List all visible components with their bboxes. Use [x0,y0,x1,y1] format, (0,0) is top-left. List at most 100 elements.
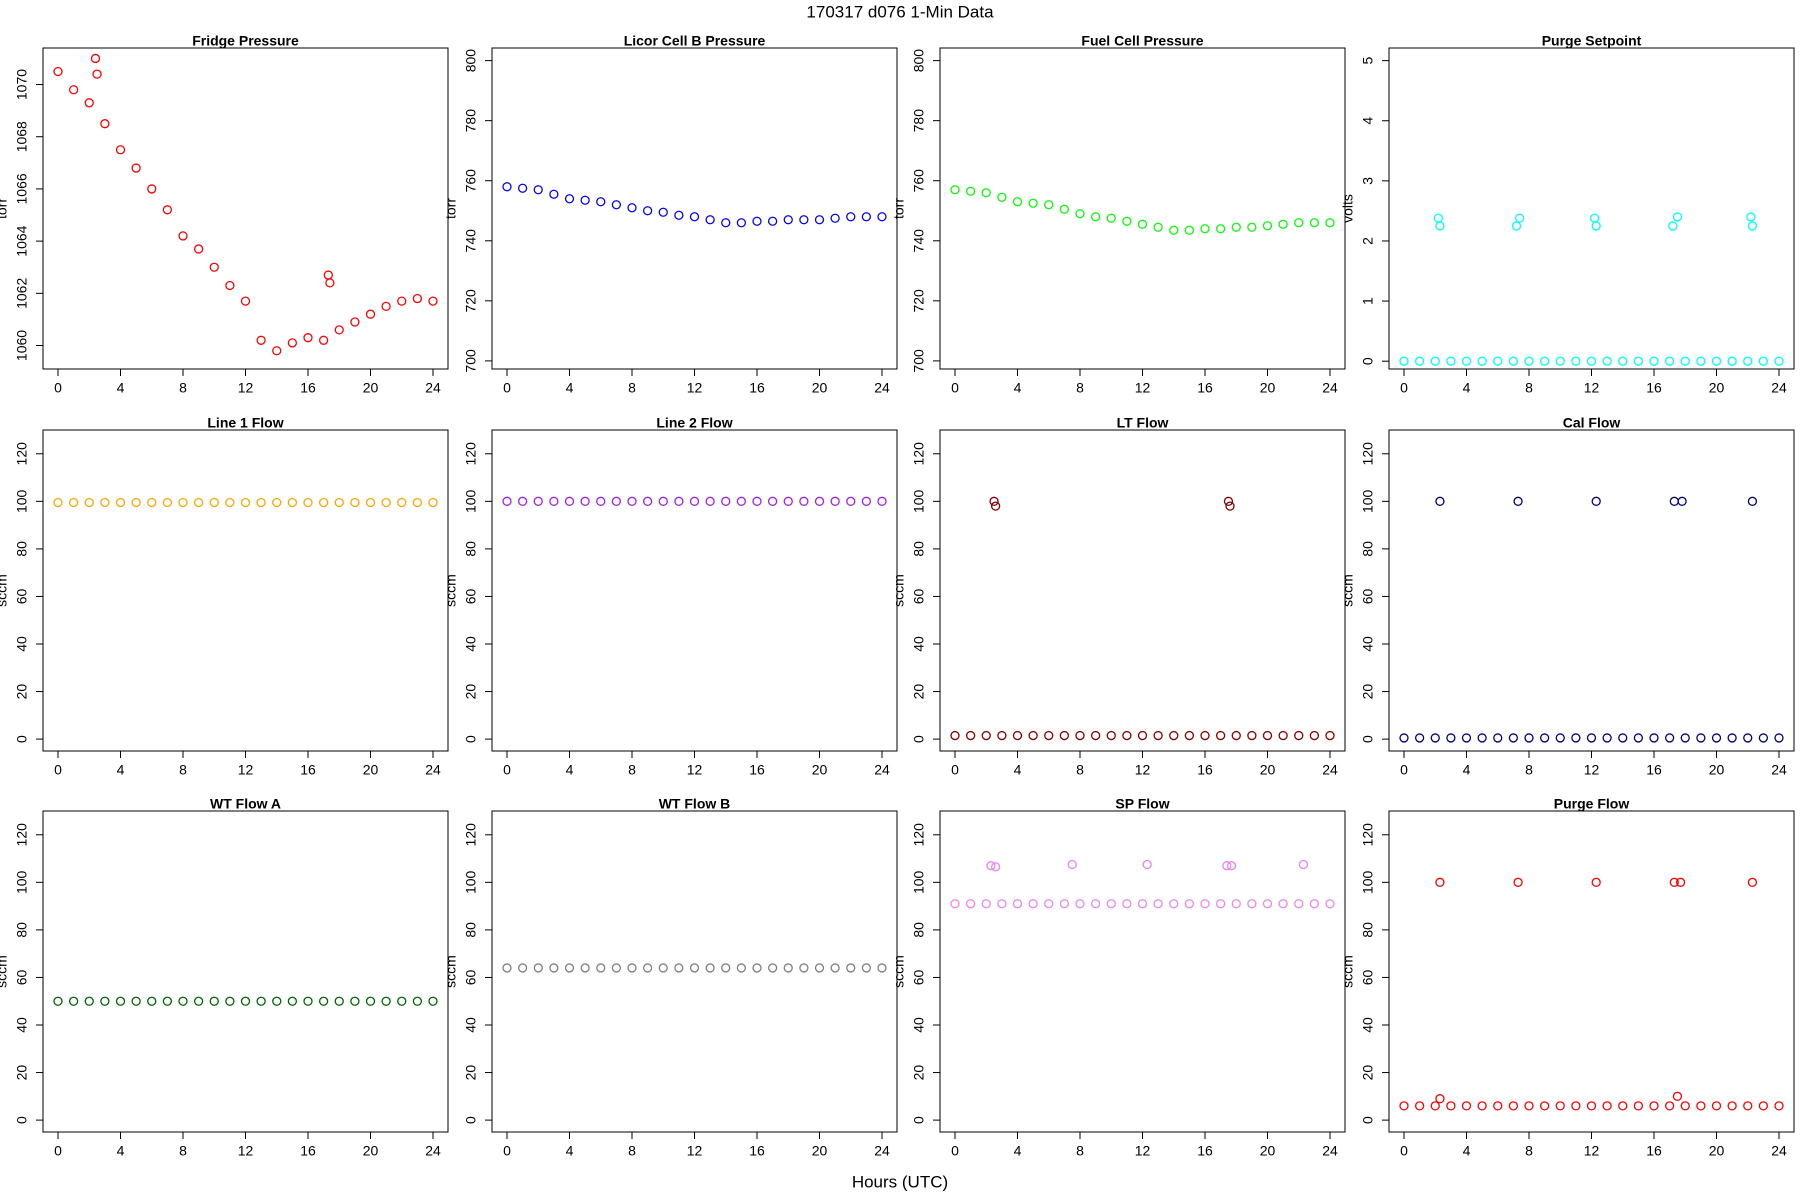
point [1309,899,1320,909]
point [1430,1101,1440,1111]
point [115,145,126,155]
point [350,317,360,327]
point [1711,733,1722,743]
point [1618,356,1628,366]
x-tick-label: 12 [1135,1143,1151,1159]
y-tick-label: 0 [1360,735,1376,743]
x-tick-label: 24 [874,1143,890,1159]
point [1446,1101,1456,1111]
x-tick-label: 12 [1135,380,1151,396]
point [365,497,376,508]
point [1435,877,1445,887]
y-tick-label: 60 [911,969,927,985]
x-tick-label: 0 [951,380,959,396]
point [1247,222,1257,232]
point [240,497,251,508]
x-tick-label: 20 [1709,1143,1725,1159]
point [162,205,173,215]
point [193,244,204,254]
point [721,218,731,228]
panel-title: WT Flow A [210,796,281,812]
point [1433,213,1444,223]
y-axis-label: volts [1340,194,1356,223]
point [997,730,1007,741]
point [1591,877,1601,887]
y-tick-label: 1062 [14,278,30,309]
y-tick-label: 20 [14,684,30,700]
point [1278,219,1288,229]
point [53,66,63,77]
point [965,186,976,196]
y-tick-label: 20 [1360,684,1376,700]
point [350,497,360,508]
point [68,996,79,1006]
point [1746,212,1756,222]
x-tick-label: 0 [1400,380,1408,396]
point [1649,356,1659,366]
x-tick-label: 16 [1197,762,1213,778]
y-tick-label: 1060 [14,330,30,361]
x-tick-label: 12 [1135,762,1151,778]
point [1747,221,1758,231]
x-tick-label: 4 [1014,380,1022,396]
point [1664,733,1675,743]
y-tick-label: 60 [1360,588,1376,604]
point [981,188,991,198]
x-tick-label: 20 [363,1143,379,1159]
point [1633,733,1644,743]
y-tick-label: 100 [911,489,927,513]
x-tick-label: 20 [812,380,828,396]
x-tick-label: 4 [1014,1143,1022,1159]
point [1696,733,1706,743]
x-tick-label: 4 [1463,762,1471,778]
x-tick-label: 16 [749,1143,765,1159]
point [1618,1101,1628,1111]
y-tick-label: 100 [1360,870,1376,894]
x-tick-label: 24 [1771,380,1787,396]
y-axis-label: sccm [0,955,10,988]
point [1633,356,1644,366]
y-tick-label: 80 [14,922,30,938]
point [1602,733,1612,743]
point [1711,1101,1722,1111]
point [1231,222,1241,232]
point [84,996,94,1006]
point [642,206,653,216]
point [1106,899,1116,909]
x-tick-label: 24 [425,1143,441,1159]
point [1508,1101,1519,1111]
y-tick-label: 20 [911,1065,927,1081]
point [1743,1101,1753,1111]
point [1774,356,1784,366]
x-tick-label: 20 [1709,380,1725,396]
point [830,213,840,223]
point [225,996,235,1006]
point [674,963,684,973]
point [1571,1101,1581,1111]
point [193,497,204,508]
point [1028,198,1038,208]
point [1414,356,1425,366]
point [1591,496,1601,506]
point [1247,730,1257,741]
point [783,215,793,225]
x-tick-label: 16 [749,380,765,396]
x-tick-label: 8 [628,1143,636,1159]
x-tick-label: 24 [874,762,890,778]
point [965,899,976,909]
point [1680,1101,1690,1111]
point [1539,356,1550,366]
point [1231,899,1241,909]
point [533,496,543,506]
point [1090,730,1101,741]
point [53,497,63,508]
y-tick-label: 0 [463,735,479,743]
point [1122,216,1132,226]
y-tick-label: 0 [1360,1116,1376,1124]
point [1262,899,1273,909]
y-tick-label: 120 [911,442,927,466]
point [397,497,407,508]
point [1184,730,1195,741]
point [147,497,157,508]
point [225,497,235,508]
